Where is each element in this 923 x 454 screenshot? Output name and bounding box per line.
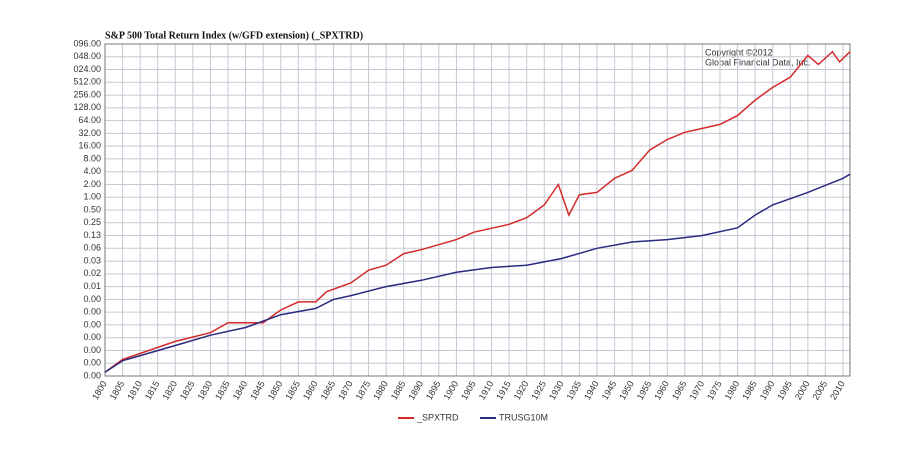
x-tick-label: 1975 bbox=[705, 379, 724, 401]
y-tick-label: 256.00 bbox=[73, 89, 101, 99]
series-line bbox=[104, 173, 851, 373]
legend-label: TRUSG10M bbox=[499, 412, 548, 422]
chart-title: S&P 500 Total Return Index (w/GFD extens… bbox=[105, 30, 363, 41]
x-tick-label: 1815 bbox=[143, 379, 162, 401]
x-tick-label: 2000 bbox=[793, 379, 812, 401]
x-tick-label: 1960 bbox=[652, 379, 671, 401]
x-tick-label: 1885 bbox=[389, 379, 408, 401]
y-tick-label: 0.00 bbox=[83, 370, 101, 380]
x-tick-label: 1900 bbox=[442, 379, 461, 401]
x-tick-label: 1970 bbox=[688, 379, 707, 401]
x-tick-label: 1945 bbox=[600, 379, 619, 401]
x-tick-label: 1865 bbox=[319, 379, 338, 401]
x-tick-label: 1810 bbox=[125, 379, 144, 401]
x-tick-label: 1895 bbox=[424, 379, 443, 401]
x-tick-label: 1965 bbox=[670, 379, 689, 401]
x-tick-label: 2005 bbox=[811, 379, 830, 401]
y-tick-label: 128.00 bbox=[73, 102, 101, 112]
x-tick-label: 1890 bbox=[406, 379, 425, 401]
copyright: Global Financial Data, Inc. bbox=[705, 57, 811, 67]
x-tick-label: 1910 bbox=[477, 379, 496, 401]
copyright: Copyright ©2012 bbox=[705, 47, 773, 57]
x-tick-label: 1840 bbox=[231, 379, 250, 401]
y-tick-label: 2.00 bbox=[83, 179, 101, 189]
x-tick-label: 1985 bbox=[740, 379, 759, 401]
x-tick-label: 1870 bbox=[336, 379, 355, 401]
x-tick-label: 1845 bbox=[248, 379, 267, 401]
x-tick-label: 1980 bbox=[723, 379, 742, 401]
x-tick-label: 1830 bbox=[196, 379, 215, 401]
y-tick-label: 0.00 bbox=[83, 358, 101, 368]
y-tick-label: 16.00 bbox=[78, 141, 101, 151]
y-tick-label: 0.01 bbox=[83, 281, 101, 291]
x-tick-label: 1935 bbox=[565, 379, 584, 401]
x-tick-label: 1820 bbox=[160, 379, 179, 401]
x-tick-label: 1860 bbox=[301, 379, 320, 401]
x-tick-label: 1880 bbox=[371, 379, 390, 401]
y-tick-label: 024.00 bbox=[73, 64, 101, 74]
y-tick-label: 0.03 bbox=[83, 255, 101, 265]
x-tick-label: 1835 bbox=[213, 379, 232, 401]
x-tick-label: 1995 bbox=[775, 379, 794, 401]
y-tick-label: 0.13 bbox=[83, 230, 101, 240]
x-tick-label: 1875 bbox=[354, 379, 373, 401]
plot-border bbox=[104, 43, 851, 377]
y-tick-label: 0.00 bbox=[83, 345, 101, 355]
y-tick-label: 0.00 bbox=[83, 307, 101, 317]
y-tick-label: 64.00 bbox=[78, 115, 101, 125]
x-tick-label: 1950 bbox=[617, 379, 636, 401]
x-tick-label: 1825 bbox=[178, 379, 197, 401]
y-tick-label: 32.00 bbox=[78, 128, 101, 138]
y-tick-label: 0.25 bbox=[83, 217, 101, 227]
y-tick-label: 0.00 bbox=[83, 332, 101, 342]
x-tick-label: 1930 bbox=[547, 379, 566, 401]
x-tick-label: 1925 bbox=[529, 379, 548, 401]
y-tick-label: 0.02 bbox=[83, 268, 101, 278]
x-tick-label: 1800 bbox=[90, 379, 109, 401]
y-tick-label: 1.00 bbox=[83, 192, 101, 202]
x-tick-label: 2010 bbox=[828, 379, 847, 401]
x-tick-label: 1805 bbox=[108, 379, 127, 401]
y-tick-label: 0.50 bbox=[83, 204, 101, 214]
series-line bbox=[104, 50, 851, 373]
legend-label: _SPXTRD bbox=[416, 412, 459, 422]
y-tick-label: 8.00 bbox=[83, 153, 101, 163]
x-tick-label: 1940 bbox=[582, 379, 601, 401]
y-tick-label: 048.00 bbox=[73, 51, 101, 61]
y-tick-label: 0.00 bbox=[83, 319, 101, 329]
x-tick-label: 1920 bbox=[512, 379, 531, 401]
y-tick-label: 0.00 bbox=[83, 294, 101, 304]
y-tick-label: 0.06 bbox=[83, 243, 101, 253]
x-tick-label: 1955 bbox=[635, 379, 654, 401]
x-tick-label: 1850 bbox=[266, 379, 285, 401]
x-tick-label: 1905 bbox=[459, 379, 478, 401]
x-tick-label: 1915 bbox=[494, 379, 513, 401]
x-tick-label: 1855 bbox=[283, 379, 302, 401]
y-tick-label: 096.00 bbox=[73, 38, 101, 48]
y-tick-label: 512.00 bbox=[73, 77, 101, 87]
y-tick-label: 4.00 bbox=[83, 166, 101, 176]
x-tick-label: 1990 bbox=[758, 379, 777, 401]
